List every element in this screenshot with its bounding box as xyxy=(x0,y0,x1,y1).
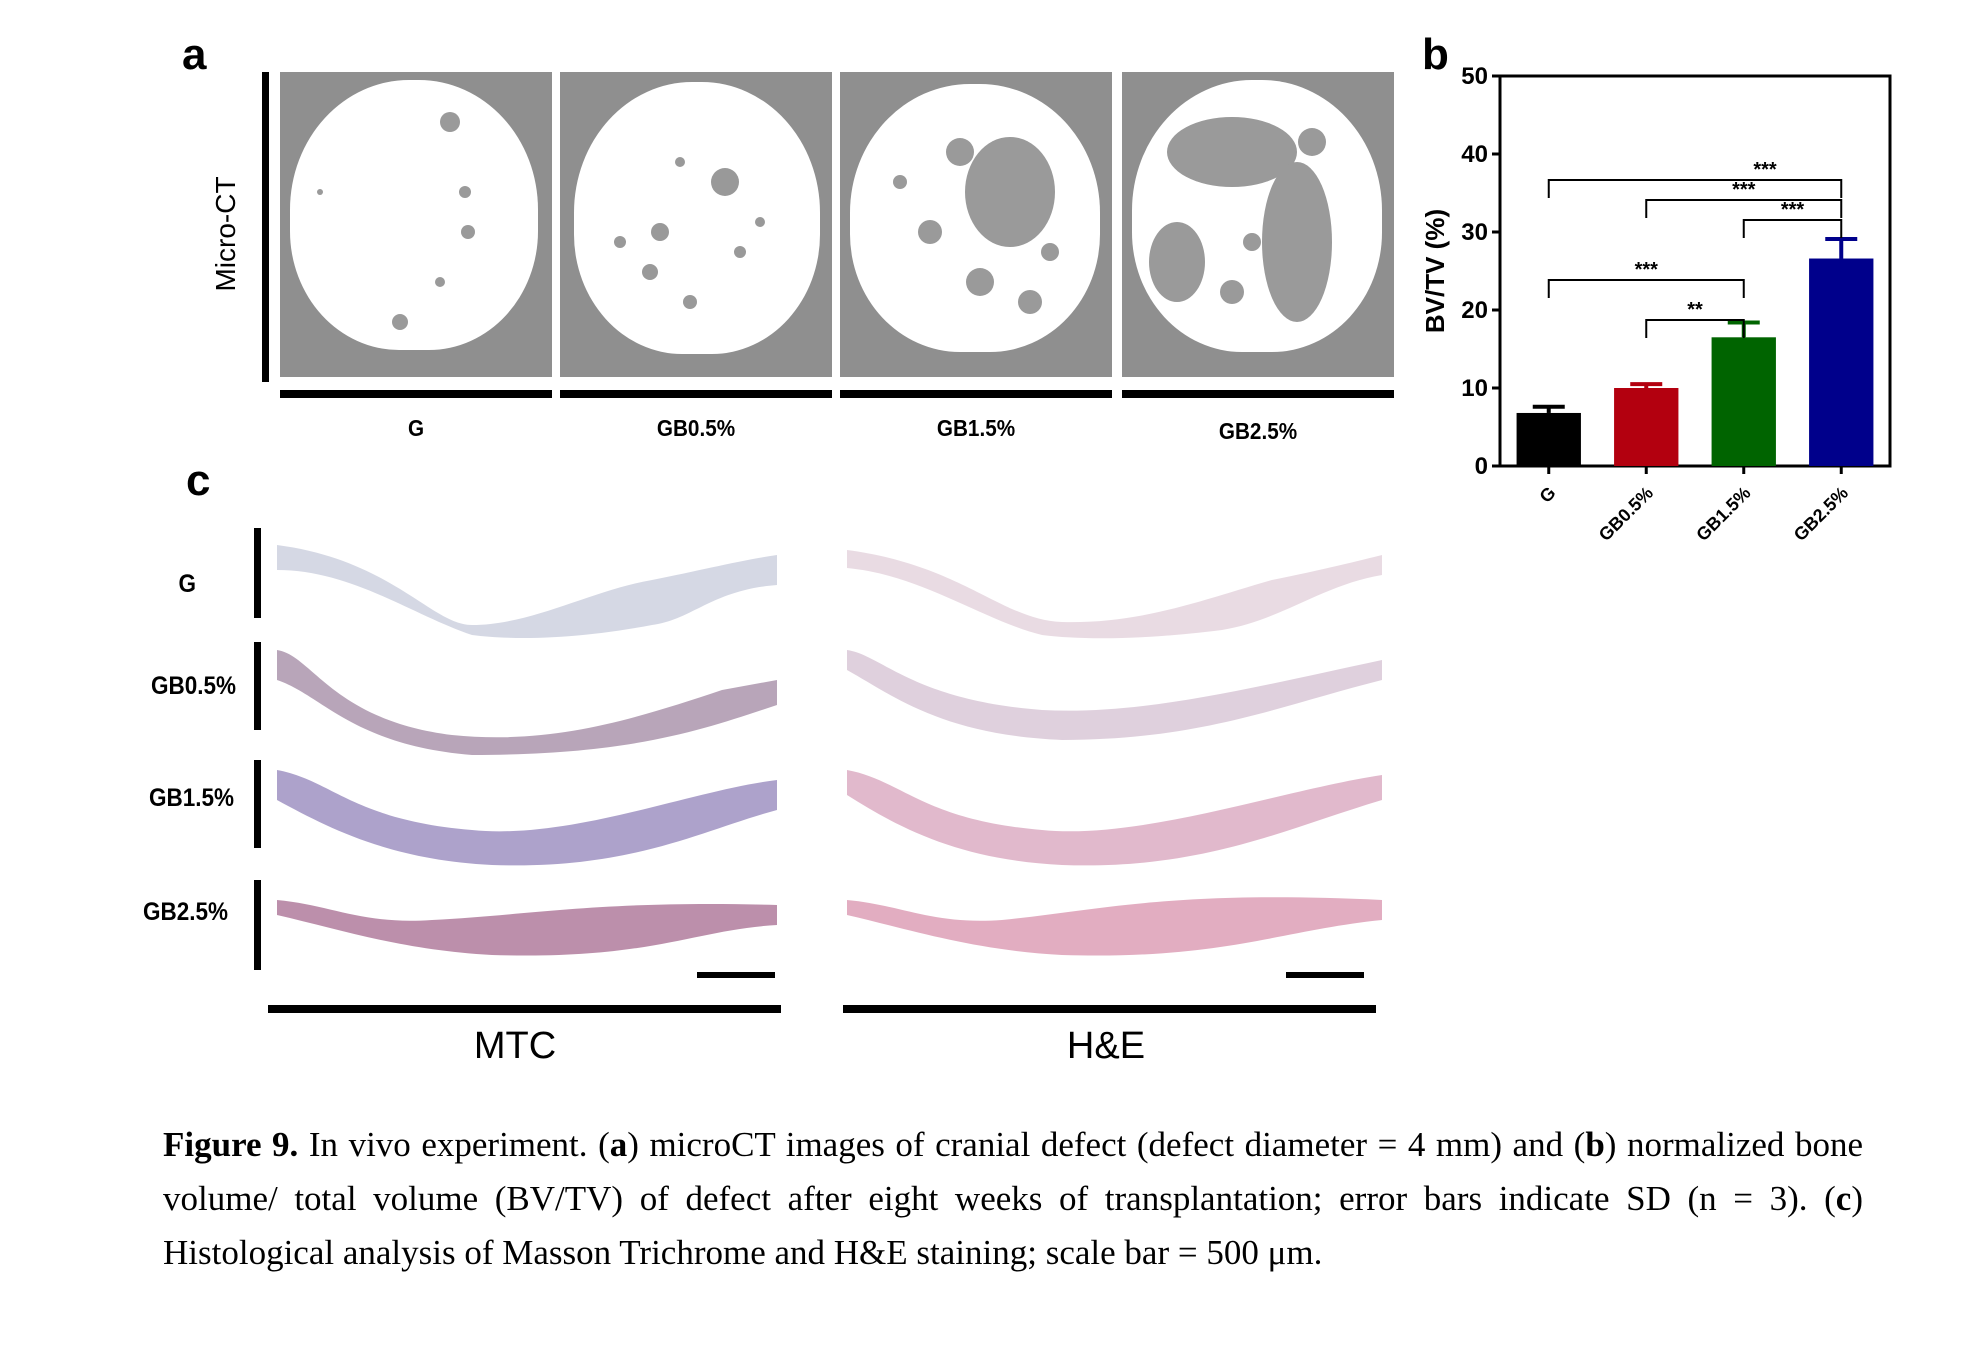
micro-ct-image-gb25 xyxy=(1122,72,1394,377)
y-axis-label: BV/TV (%) xyxy=(1420,209,1450,333)
figure-caption: Figure 9. In vivo experiment. (a) microC… xyxy=(163,1118,1863,1280)
micro-ct-image-gb15 xyxy=(840,72,1112,377)
x-tick-label: GB2.5% xyxy=(1790,483,1852,545)
row-bar-gb05 xyxy=(254,642,261,730)
mtc-histology-images xyxy=(277,545,777,978)
row-label-gb05: GB0.5% xyxy=(150,672,236,700)
y-tick-label: 10 xyxy=(1461,375,1488,402)
ct-underline-g xyxy=(280,390,552,398)
panel-a-letter: a xyxy=(182,30,207,79)
significance-label: *** xyxy=(1732,179,1756,201)
ct-underline-gb05 xyxy=(560,390,832,398)
figure-label: Figure 9. xyxy=(163,1125,299,1164)
y-tick-label: 20 xyxy=(1461,297,1488,324)
y-tick-label: 0 xyxy=(1475,453,1488,480)
bv-tv-bar-chart: 0 10 20 30 40 50 BV/TV (%) G GB0.5% GB1.5% GB2.5% *… xyxy=(1420,63,1892,545)
significance-bracket xyxy=(1645,319,1745,338)
significance-bracket xyxy=(1547,279,1745,298)
caption-text-2: ) microCT images of cranial defect (defe… xyxy=(627,1125,1586,1164)
significance-label: *** xyxy=(1635,259,1659,281)
x-tick-label: GB1.5% xyxy=(1692,483,1754,545)
caption-text-4: ) Histological analysis of Masson Trichr… xyxy=(163,1179,1863,1272)
micro-ct-image-g xyxy=(280,72,552,377)
y-tick-label: 30 xyxy=(1461,219,1488,246)
bar xyxy=(1711,337,1776,466)
group-label-mtc: MTC xyxy=(473,1025,557,1067)
significance-label: *** xyxy=(1753,159,1777,181)
row-label-g: G xyxy=(178,570,196,598)
row-label-gb25: GB2.5% xyxy=(142,898,228,926)
bar xyxy=(1809,258,1874,466)
panel-c-letter: c xyxy=(186,456,211,505)
ct-underline-gb15 xyxy=(840,390,1112,398)
significance-label: ** xyxy=(1687,299,1703,321)
mtc-underline xyxy=(268,1005,781,1013)
caption-ref-c: c xyxy=(1835,1179,1852,1218)
plot-frame xyxy=(1498,74,1892,468)
caption-ref-a: a xyxy=(609,1125,628,1164)
he-histology-images xyxy=(847,550,1382,978)
significance-bracket xyxy=(1742,219,1843,238)
y-tick-label: 50 xyxy=(1461,63,1488,90)
caption-ref-b: b xyxy=(1585,1125,1605,1164)
significance-label: *** xyxy=(1781,199,1805,221)
y-tick-label: 40 xyxy=(1461,141,1488,168)
row-label-gb15: GB1.5% xyxy=(148,784,234,812)
micro-ct-image-gb05 xyxy=(560,72,832,377)
significance-bracket xyxy=(1645,199,1843,218)
bar xyxy=(1516,412,1581,466)
ct-label-gb05: GB0.5% xyxy=(656,415,736,441)
ct-label-g: G xyxy=(407,415,425,441)
ct-underline-gb25 xyxy=(1122,390,1394,398)
row-bar-gb25 xyxy=(254,880,261,970)
bar xyxy=(1614,388,1679,466)
significance-bracket xyxy=(1547,179,1843,198)
row-bar-gb15 xyxy=(254,760,261,848)
he-underline xyxy=(843,1005,1376,1013)
x-tick-label: G xyxy=(1536,483,1560,507)
group-label-he: H&E xyxy=(1066,1025,1146,1067)
caption-text-1: In vivo experiment. ( xyxy=(298,1125,610,1164)
panel-b-letter: b xyxy=(1422,30,1449,79)
caption-text-3: ) normalized bone volume/ total volume (… xyxy=(163,1125,1864,1218)
micro-ct-row-bar xyxy=(262,72,269,382)
row-bar-g xyxy=(254,528,261,618)
micro-ct-label: Micro-CT xyxy=(210,176,241,292)
ct-label-gb15: GB1.5% xyxy=(936,415,1016,441)
ct-label-gb25: GB2.5% xyxy=(1218,418,1298,444)
x-tick-label: GB0.5% xyxy=(1595,483,1657,545)
